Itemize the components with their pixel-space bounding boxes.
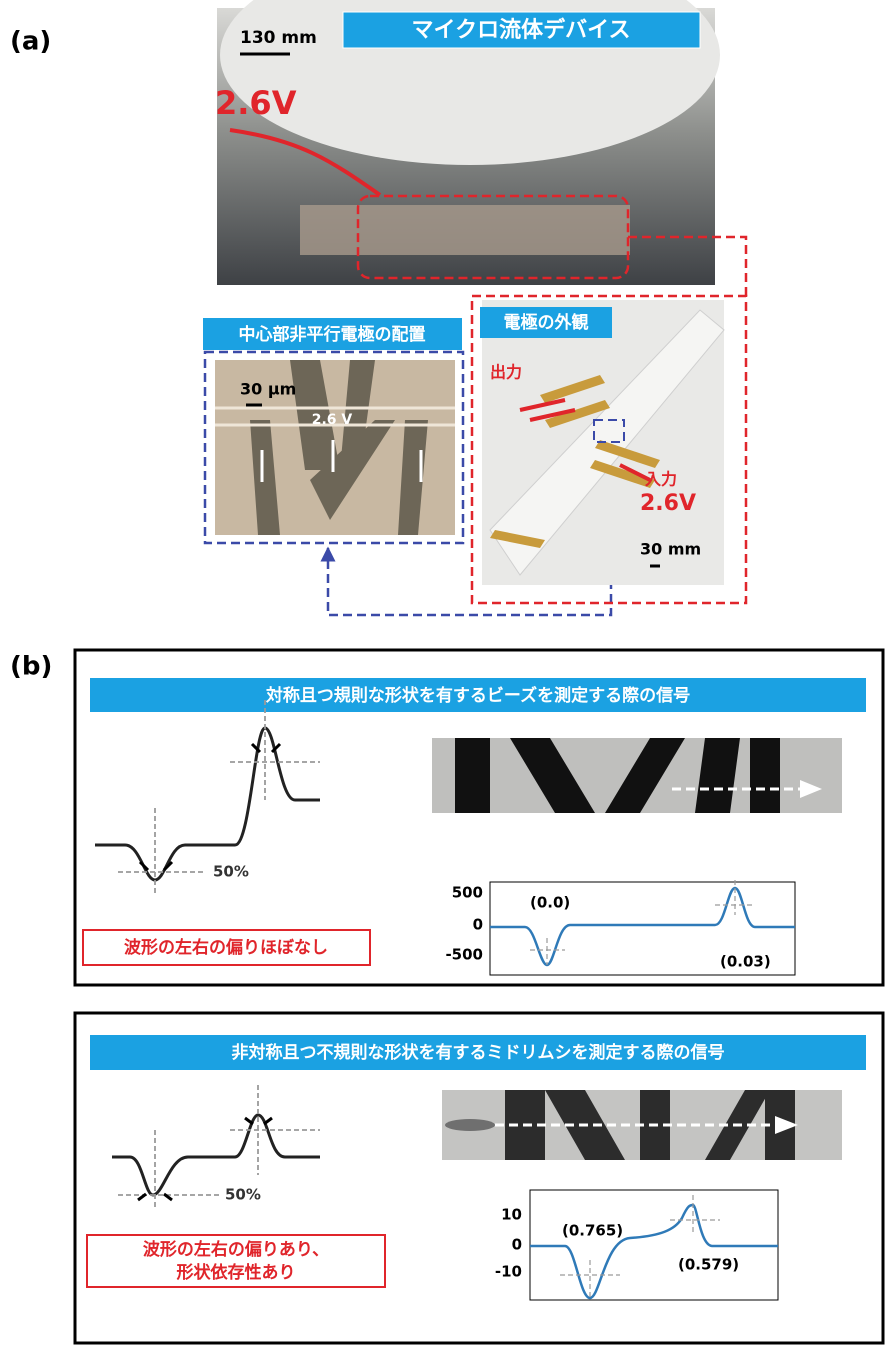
annotation: (0.03): [720, 953, 771, 971]
highlight: [203, 350, 465, 545]
panel-label: (a): [10, 27, 51, 57]
signal: [530, 1203, 778, 1300]
arrow: [137, 1116, 273, 1202]
red-wire: [229, 128, 382, 197]
input-label: 入力: [644, 470, 677, 489]
y-tick-label: -10: [495, 1263, 522, 1281]
output-label: 出力: [490, 363, 522, 382]
flow-arrow: [260, 440, 423, 482]
output-arrow: [519, 398, 576, 422]
guide: [118, 1085, 320, 1210]
photo-detail: [300, 205, 630, 255]
arrow: [138, 742, 282, 872]
highlight: [470, 294, 748, 605]
banner-text: 非対称且つ不規則な形状を有するミドリムシを測定する際の信号: [232, 1042, 725, 1063]
banner-text: 電極の外観: [504, 312, 589, 333]
voltage-label: 2.6V: [215, 84, 297, 122]
threshold-label: 50%: [213, 863, 249, 881]
banner: [90, 678, 866, 712]
highlight: [593, 419, 625, 443]
signal: [490, 886, 795, 967]
guide: [560, 1195, 720, 1300]
banner: [342, 11, 701, 49]
note: 形状依存性あり: [177, 1262, 296, 1283]
banner-text: マイクロ流体デバイス: [412, 17, 631, 43]
note: 波形の左右の偏りあり、: [143, 1239, 329, 1260]
annotation: (0.0): [530, 894, 570, 912]
connector: [628, 235, 748, 296]
banner-text: 対称且つ規則な形状を有するビーズを測定する際の信号: [265, 685, 690, 706]
note: 波形の左右の偏りほぼなし: [124, 937, 328, 958]
y-tick-label: -500: [445, 946, 483, 964]
sketch-wave: [95, 726, 320, 882]
arrow-head: [775, 1116, 798, 1134]
banner: [90, 1035, 866, 1070]
annotation: (0.765): [562, 1222, 623, 1240]
panel-label: (b): [10, 652, 52, 682]
y-tick-label: 0: [512, 1236, 522, 1254]
note-box: [82, 929, 371, 966]
threshold-label: 50%: [225, 1186, 261, 1204]
note-box: [86, 1234, 386, 1288]
y-tick-label: 0: [473, 916, 483, 934]
banner-text: 中心部非平行電極の配置: [239, 324, 426, 345]
voltage-label: 2.6 V: [312, 412, 353, 428]
case-box: [73, 648, 885, 987]
annotation: (0.579): [678, 1256, 739, 1274]
highlight: [356, 194, 630, 280]
guide: [118, 700, 320, 895]
electrode: [455, 738, 780, 813]
sketch-wave: [112, 1113, 320, 1197]
cell: [445, 1119, 495, 1131]
case-box: [73, 1011, 885, 1345]
banner: [203, 318, 462, 350]
scale-label: 30 mm: [640, 540, 701, 559]
scale-label: 30 μm: [240, 380, 296, 399]
plot-frame: [489, 881, 796, 976]
y-tick-label: 500: [452, 884, 483, 902]
guide: [530, 880, 752, 965]
scale-label: 130 mm: [240, 28, 317, 48]
arrow-head: [800, 780, 822, 798]
banner: [480, 307, 612, 338]
electrode: [250, 360, 428, 535]
input-arrow: [619, 463, 651, 482]
y-tick-label: 10: [501, 1206, 522, 1224]
voltage-label: 2.6V: [640, 491, 696, 516]
